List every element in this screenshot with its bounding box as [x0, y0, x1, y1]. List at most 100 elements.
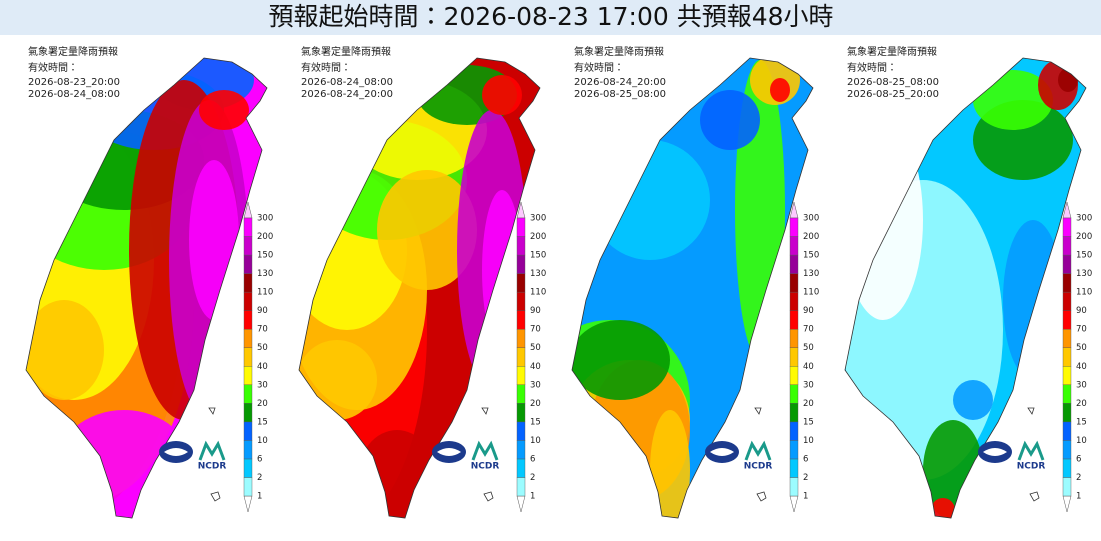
colorbar-segment: [516, 273, 526, 293]
colorbar-label: 70: [1076, 325, 1087, 335]
cwa-logo-mark: [983, 448, 1007, 456]
colorbar-label: 50: [257, 343, 268, 353]
colorbar-segment: [1062, 421, 1072, 441]
colorbar-segment: [789, 440, 799, 460]
rain-area: [931, 498, 955, 518]
colorbar-label: 10: [803, 436, 814, 446]
colorbar-label: 1: [257, 492, 262, 502]
colorbar-segment: [1062, 440, 1072, 460]
rain-area: [357, 430, 437, 518]
colorbar-label: 10: [257, 436, 268, 446]
colorbar-segment: [1062, 403, 1072, 423]
colorbar-segment: [1062, 273, 1072, 293]
colorbar-segment: [1062, 384, 1072, 404]
colorbar-label: 50: [1076, 343, 1087, 353]
colorbar-label: 15: [803, 417, 814, 427]
colorbar-label: 40: [530, 362, 541, 372]
colorbar-label: 2: [530, 473, 535, 483]
colorbar-label: 1: [1076, 492, 1081, 502]
valid-end: 2026-08-25_20:00: [847, 89, 939, 100]
colorbar-segment: [789, 458, 799, 478]
colorbar-segment: [243, 403, 253, 423]
colorbar-label: 90: [803, 306, 814, 316]
panel-title: 氣象署定量降雨預報: [574, 45, 664, 58]
colorbar-segment: [789, 421, 799, 441]
valid-label: 有效時間：: [301, 61, 351, 74]
colorbar-label: 300: [530, 214, 546, 224]
colorbar-segment: [516, 477, 526, 497]
colorbar-label: 200: [257, 232, 273, 242]
header-band: [0, 0, 1101, 35]
colorbar-label: 110: [257, 288, 273, 298]
rain-area: [189, 160, 239, 320]
colorbar-label: 6: [530, 454, 535, 464]
colorbar-bottom: [516, 495, 526, 513]
taiwan-map: [26, 58, 267, 518]
rain-area: [54, 410, 194, 518]
colorbar-label: 15: [1076, 417, 1087, 427]
cwa-logo-mark: [437, 448, 461, 456]
colorbar-segment: [1062, 217, 1072, 237]
rain-area: [377, 170, 477, 290]
colorbar-label: 90: [530, 306, 541, 316]
colorbar-segment: [789, 329, 799, 348]
taiwan-outline: [298, 57, 541, 519]
colorbar-segment: [243, 273, 253, 293]
colorbar-segment: [516, 421, 526, 441]
colorbar-label: 130: [257, 269, 273, 279]
taiwan-map: [299, 58, 540, 518]
taiwan-outline: [571, 57, 814, 519]
panel-title: 氣象署定量降雨預報: [301, 45, 391, 58]
colorbar-label: 6: [1076, 454, 1081, 464]
island: [1027, 407, 1035, 415]
colorbar-label: 40: [1076, 362, 1087, 372]
island: [483, 491, 494, 502]
ncdr-logo-text: NCDR: [198, 462, 227, 472]
header-title: 預報起始時間：2026-08-23 17:00 共預報48小時: [268, 2, 833, 31]
colorbar-label: 300: [1076, 214, 1092, 224]
ncdr-logo-mark: [1017, 440, 1045, 461]
colorbar-label: 1: [530, 492, 535, 502]
colorbar-label: 6: [257, 454, 262, 464]
colorbar-label: 70: [257, 325, 268, 335]
colorbar-segment: [789, 384, 799, 404]
colorbar-label: 15: [530, 417, 541, 427]
colorbar-segment: [1062, 366, 1072, 385]
colorbar-segment: [516, 291, 526, 311]
colorbar-segment: [516, 403, 526, 423]
rain-area: [299, 340, 377, 420]
colorbar-segment: [789, 291, 799, 311]
colorbar-label: 6: [803, 454, 808, 464]
colorbar-segment: [516, 384, 526, 404]
colorbar-label: 300: [803, 214, 819, 224]
colorbar-label: 130: [803, 269, 819, 279]
colorbar-label: 150: [257, 251, 273, 261]
colorbar-label: 30: [1076, 380, 1087, 390]
colorbar-segment: [243, 329, 253, 348]
colorbar-segment: [243, 477, 253, 497]
valid-start: 2026-08-24_08:00: [301, 77, 393, 88]
island: [210, 491, 221, 502]
valid-start: 2026-08-25_08:00: [847, 77, 939, 88]
colorbar-label: 15: [257, 417, 268, 427]
colorbar-label: 2: [803, 473, 808, 483]
rain-area: [700, 90, 760, 150]
colorbar-segment: [1062, 458, 1072, 478]
colorbar-label: 10: [530, 436, 541, 446]
ncdr-logo-text: NCDR: [744, 462, 773, 472]
colorbar-label: 150: [803, 251, 819, 261]
colorbar-segment: [516, 440, 526, 460]
valid-end: 2026-08-24_08:00: [28, 89, 120, 100]
colorbar-label: 300: [257, 214, 273, 224]
colorbar-label: 90: [257, 306, 268, 316]
colorbar-label: 110: [530, 288, 546, 298]
colorbar-label: 40: [803, 362, 814, 372]
rain-area: [26, 300, 104, 400]
colorbar-segment: [789, 254, 799, 274]
colorbar-label: 30: [803, 380, 814, 390]
colorbar-segment: [1062, 477, 1072, 497]
taiwan-outline: [844, 57, 1087, 519]
rain-area: [590, 140, 710, 260]
colorbar-segment: [1062, 310, 1072, 330]
